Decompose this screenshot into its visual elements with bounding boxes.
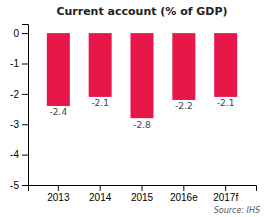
y-tick: -2 (10, 89, 28, 100)
x-axis-line (29, 186, 257, 192)
y-tick: 0 (13, 28, 28, 39)
x-tick: 2017f (213, 185, 238, 203)
title: Current account (% of GDP) (56, 5, 227, 18)
y-tick: -3 (10, 119, 28, 130)
x-tick: 2013 (47, 185, 70, 203)
y-tick-mark (22, 124, 28, 125)
data-label: -2.8 (133, 120, 151, 130)
y-tick-label: -4 (10, 149, 19, 160)
chart-svg: Current account (% of GDP)-2.4-2.1-2.8-2… (0, 0, 266, 217)
x-tick-label: 2015 (131, 192, 154, 203)
x-tick-mark (225, 185, 226, 191)
y-tick-mark (22, 33, 28, 34)
y-tick-label: 0 (13, 28, 19, 39)
y-tick: -4 (10, 149, 28, 160)
y-tick-mark (22, 185, 28, 186)
y-axis: 0 -1 -2 -3 -4 -5 (10, 25, 28, 191)
x-axis: 2013 2014 2015 2016e 2017f (29, 185, 257, 203)
x-tick-mark (142, 185, 143, 191)
x-tick-label: 2013 (47, 192, 70, 203)
y-tick-mark (22, 94, 28, 95)
y-axis-line (22, 25, 29, 186)
bar (172, 33, 195, 100)
bar (47, 33, 70, 106)
bars (47, 33, 237, 118)
x-tick-mark (183, 185, 184, 191)
data-label: -2.2 (175, 101, 193, 111)
data-label: -2.1 (217, 98, 235, 108)
plot: -2.4-2.1-2.8-2.2-2.10-1-2-3-4-5201320142… (10, 25, 256, 204)
x-tick: 2016e (170, 185, 198, 203)
y-tick: -1 (10, 58, 28, 69)
x-tick-mark (58, 185, 59, 191)
y-tick-mark (22, 155, 28, 156)
x-tick: 2014 (89, 185, 112, 203)
x-tick-label: 2017f (213, 192, 238, 203)
y-tick-label: -3 (10, 119, 19, 130)
data-labels: -2.4 -2.1 -2.8 -2.2 -2.1 (50, 98, 235, 129)
x-tick-label: 2016e (170, 192, 198, 203)
bar (130, 33, 153, 118)
bar (214, 33, 237, 97)
x-tick-mark (100, 185, 101, 191)
y-tick-mark (22, 63, 28, 64)
y-tick-label: -2 (10, 89, 19, 100)
x-tick: 2015 (131, 185, 154, 203)
x-tick-label: 2014 (89, 192, 112, 203)
data-label: -2.4 (50, 107, 68, 117)
annotation: Source: IHS (214, 206, 260, 215)
bar (89, 33, 112, 97)
y-tick: -5 (10, 180, 28, 191)
y-tick-label: -1 (10, 58, 19, 69)
y-tick-label: -5 (10, 180, 19, 191)
data-label: -2.1 (91, 98, 109, 108)
